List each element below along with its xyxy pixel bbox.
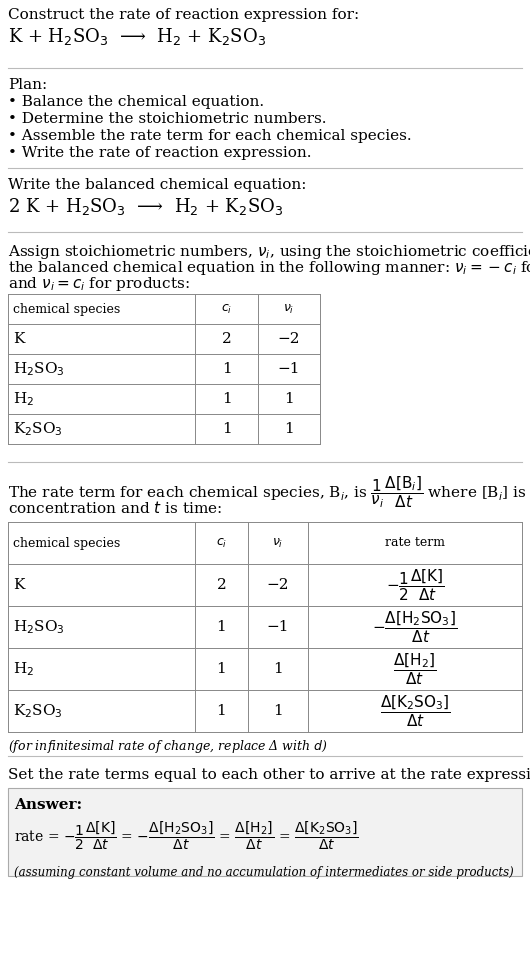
Text: Set the rate terms equal to each other to arrive at the rate expression:: Set the rate terms equal to each other t… — [8, 768, 530, 782]
Text: (assuming constant volume and no accumulation of intermediates or side products): (assuming constant volume and no accumul… — [14, 866, 514, 879]
Text: −1: −1 — [278, 362, 301, 376]
Text: Construct the rate of reaction expression for:: Construct the rate of reaction expressio… — [8, 8, 359, 22]
Text: $-\dfrac{\Delta[\mathrm{H_2SO_3}]}{\Delta t}$: $-\dfrac{\Delta[\mathrm{H_2SO_3}]}{\Delt… — [373, 609, 457, 645]
Text: concentration and $t$ is time:: concentration and $t$ is time: — [8, 500, 222, 516]
Text: and $\nu_i = c_i$ for products:: and $\nu_i = c_i$ for products: — [8, 275, 190, 293]
Text: 2 K + H$_2$SO$_3$  ⟶  H$_2$ + K$_2$SO$_3$: 2 K + H$_2$SO$_3$ ⟶ H$_2$ + K$_2$SO$_3$ — [8, 196, 283, 217]
Text: $\dfrac{\Delta[\mathrm{H_2}]}{\Delta t}$: $\dfrac{\Delta[\mathrm{H_2}]}{\Delta t}$ — [393, 651, 437, 687]
Text: chemical species: chemical species — [13, 303, 120, 315]
Text: chemical species: chemical species — [13, 537, 120, 549]
Text: K: K — [13, 332, 24, 346]
Text: $c_i$: $c_i$ — [221, 303, 232, 315]
Text: H$_2$: H$_2$ — [13, 660, 34, 678]
Text: Assign stoichiometric numbers, $\nu_i$, using the stoichiometric coefficients, $: Assign stoichiometric numbers, $\nu_i$, … — [8, 243, 530, 261]
Text: K$_2$SO$_3$: K$_2$SO$_3$ — [13, 420, 63, 438]
Text: −1: −1 — [267, 620, 289, 634]
Text: • Assemble the rate term for each chemical species.: • Assemble the rate term for each chemic… — [8, 129, 412, 143]
Text: Plan:: Plan: — [8, 78, 47, 92]
Text: $c_i$: $c_i$ — [216, 537, 227, 549]
Text: H$_2$SO$_3$: H$_2$SO$_3$ — [13, 360, 65, 378]
Text: 1: 1 — [284, 392, 294, 406]
Text: H$_2$: H$_2$ — [13, 390, 34, 408]
FancyBboxPatch shape — [8, 788, 522, 876]
Text: 1: 1 — [273, 704, 283, 718]
Text: 2: 2 — [217, 578, 226, 592]
Text: 1: 1 — [217, 620, 226, 634]
Text: • Balance the chemical equation.: • Balance the chemical equation. — [8, 95, 264, 109]
Text: K + H$_2$SO$_3$  ⟶  H$_2$ + K$_2$SO$_3$: K + H$_2$SO$_3$ ⟶ H$_2$ + K$_2$SO$_3$ — [8, 26, 266, 47]
Text: 1: 1 — [222, 362, 232, 376]
Text: 1: 1 — [217, 662, 226, 676]
Text: Answer:: Answer: — [14, 798, 82, 812]
Text: K: K — [13, 578, 24, 592]
Text: The rate term for each chemical species, B$_i$, is $\dfrac{1}{\nu_i}\dfrac{\Delt: The rate term for each chemical species,… — [8, 474, 530, 509]
Text: • Write the rate of reaction expression.: • Write the rate of reaction expression. — [8, 146, 312, 160]
Text: K$_2$SO$_3$: K$_2$SO$_3$ — [13, 702, 63, 720]
Text: • Determine the stoichiometric numbers.: • Determine the stoichiometric numbers. — [8, 112, 326, 126]
Text: $\nu_i$: $\nu_i$ — [272, 537, 284, 549]
Text: H$_2$SO$_3$: H$_2$SO$_3$ — [13, 618, 65, 635]
Text: $\dfrac{\Delta[\mathrm{K_2SO_3}]}{\Delta t}$: $\dfrac{\Delta[\mathrm{K_2SO_3}]}{\Delta… — [379, 693, 450, 729]
Text: (for infinitesimal rate of change, replace Δ with $d$): (for infinitesimal rate of change, repla… — [8, 738, 328, 755]
Text: 1: 1 — [222, 422, 232, 436]
Text: $\nu_i$: $\nu_i$ — [284, 303, 295, 315]
Text: 1: 1 — [284, 422, 294, 436]
Text: rate term: rate term — [385, 537, 445, 549]
Text: rate = $-\dfrac{1}{2}\dfrac{\Delta[\mathrm{K}]}{\Delta t}$ = $-\dfrac{\Delta[\ma: rate = $-\dfrac{1}{2}\dfrac{\Delta[\math… — [14, 820, 359, 852]
Text: the balanced chemical equation in the following manner: $\nu_i = -c_i$ for react: the balanced chemical equation in the fo… — [8, 259, 530, 277]
Text: 1: 1 — [273, 662, 283, 676]
Text: Write the balanced chemical equation:: Write the balanced chemical equation: — [8, 178, 306, 192]
Text: −2: −2 — [278, 332, 301, 346]
Text: 1: 1 — [217, 704, 226, 718]
Text: 2: 2 — [222, 332, 232, 346]
Text: 1: 1 — [222, 392, 232, 406]
Text: $-\dfrac{1}{2}\dfrac{\Delta[\mathrm{K}]}{\Delta t}$: $-\dfrac{1}{2}\dfrac{\Delta[\mathrm{K}]}… — [386, 567, 444, 603]
Text: −2: −2 — [267, 578, 289, 592]
